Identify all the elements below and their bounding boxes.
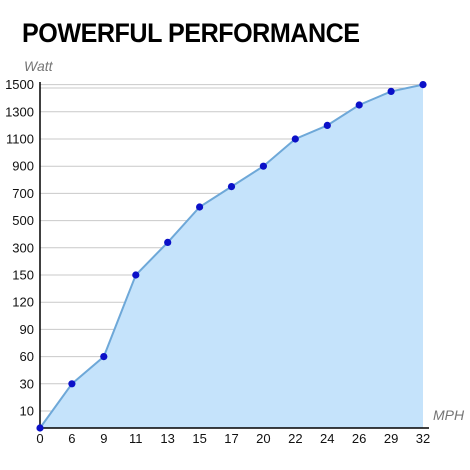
- y-tick-label: 30: [20, 376, 34, 391]
- data-point: [100, 353, 108, 361]
- x-tick-label: 11: [129, 431, 143, 446]
- y-tick-label: 700: [12, 186, 34, 201]
- y-tick-label: 120: [12, 295, 34, 310]
- x-tick-label: 24: [320, 431, 334, 446]
- x-tick-label: 15: [192, 431, 206, 446]
- x-tick-label: 26: [352, 431, 366, 446]
- x-axis-label: MPH: [433, 407, 465, 423]
- y-tick-label: 10: [20, 404, 34, 419]
- data-point: [36, 424, 44, 432]
- data-point: [355, 101, 363, 109]
- x-tick-label: 22: [288, 431, 302, 446]
- x-tick-label: 32: [416, 431, 430, 446]
- x-tick-label: 13: [160, 431, 174, 446]
- area-fill: [40, 84, 423, 428]
- y-tick-label: 1100: [6, 132, 34, 147]
- x-tick-label: 20: [256, 431, 270, 446]
- data-point: [419, 81, 427, 89]
- y-axis-label: Watt: [24, 58, 54, 74]
- data-point: [164, 238, 172, 246]
- y-tick-labels: 10 30 60 90 120 150 300 500 700 900 1100 1300 1500: [5, 77, 34, 418]
- x-tick-label: 6: [68, 431, 75, 446]
- chart-title: POWERFUL PERFORMANCE: [22, 18, 360, 48]
- y-tick-label: 1500: [5, 77, 34, 92]
- y-tick-label: 60: [20, 349, 34, 364]
- data-point: [68, 380, 76, 388]
- data-points: [36, 81, 427, 432]
- data-point: [291, 135, 299, 143]
- data-point: [259, 162, 267, 170]
- y-tick-label: 300: [12, 240, 34, 255]
- data-point: [227, 183, 236, 191]
- y-tick-label: 500: [12, 213, 34, 228]
- x-tick-label: 29: [384, 431, 398, 446]
- x-tick-label: 0: [36, 431, 43, 446]
- data-point: [132, 271, 140, 279]
- x-tick-label: 17: [224, 431, 238, 446]
- y-tick-label: 1300: [5, 104, 34, 119]
- x-tick-labels: 0 6 9 11 13 15 17 20 22 24 26 29 32: [36, 431, 430, 446]
- data-point: [323, 121, 331, 129]
- y-tick-label: 900: [12, 159, 34, 174]
- y-tick-label: 150: [12, 268, 34, 283]
- data-point: [387, 87, 395, 95]
- x-tick-label: 9: [100, 431, 107, 446]
- y-tick-label: 90: [20, 322, 34, 337]
- data-point: [196, 203, 204, 211]
